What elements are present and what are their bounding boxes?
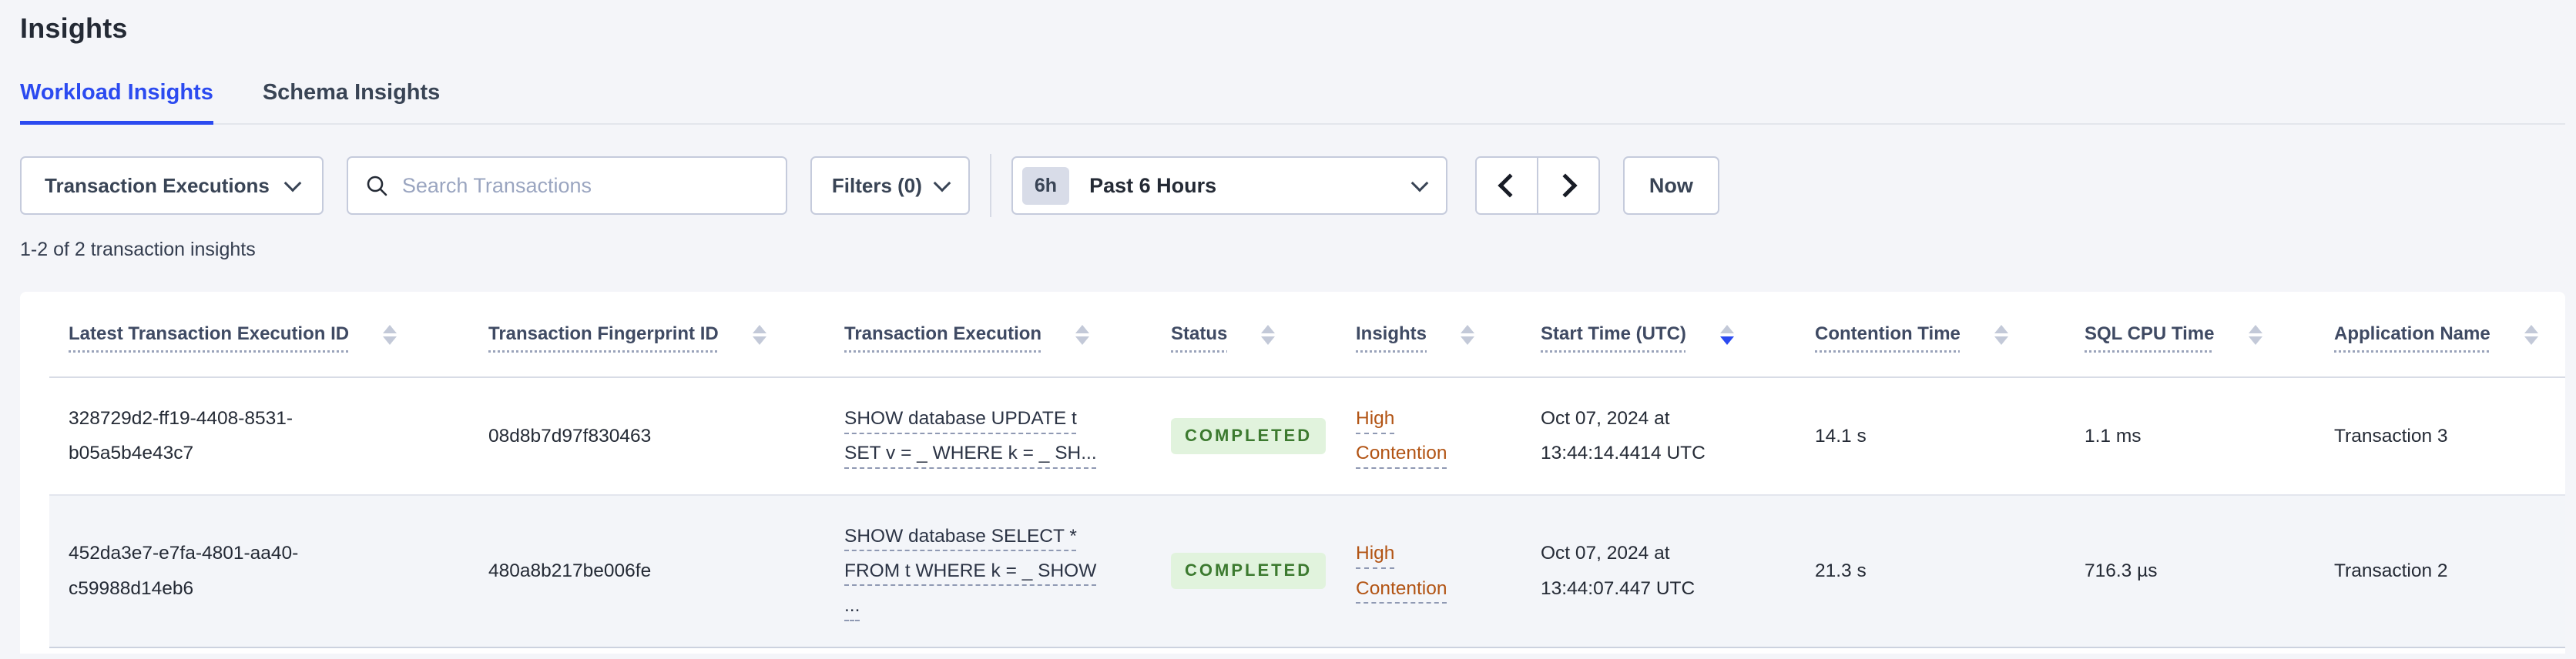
sort-icon[interactable] xyxy=(2524,324,2538,345)
start-time-cell: Oct 07, 2024 at 13:44:07.447 UTC xyxy=(1541,543,1696,599)
status-badge: COMPLETED xyxy=(1171,553,1327,589)
time-range-label: Past 6 Hours xyxy=(1089,173,1217,197)
page-title: Insights xyxy=(20,12,128,44)
column-header-transaction-fingerprint-id[interactable]: Transaction Fingerprint ID xyxy=(469,292,825,378)
time-range-picker[interactable]: 6h Past 6 Hours xyxy=(1011,156,1447,215)
tab-bar: Workload Insights Schema Insights xyxy=(20,80,2565,125)
sql-cpu-time-cell: 716.3 µs xyxy=(2085,560,2158,581)
sort-icon[interactable] xyxy=(1461,324,1475,345)
start-time-cell: Oct 07, 2024 at 13:44:14.4414 UTC xyxy=(1541,408,1706,464)
table-row: 328729d2-ff19-4408-8531-b05a5b4e43c7 08d… xyxy=(49,377,2565,495)
sort-icon[interactable] xyxy=(752,324,766,345)
chevron-down-icon xyxy=(1410,174,1429,192)
toolbar: Transaction Executions Filters (0) 6h Pa… xyxy=(20,154,2576,217)
time-range-badge: 6h xyxy=(1021,166,1070,205)
column-header-contention-time[interactable]: Contention Time xyxy=(1796,292,2065,378)
contention-time-cell: 21.3 s xyxy=(1815,560,1867,581)
sort-icon[interactable] xyxy=(1994,324,2008,345)
insights-table-card: Latest Transaction Execution ID Transact… xyxy=(20,292,2565,654)
previous-time-button[interactable] xyxy=(1476,158,1537,213)
column-header-start-time[interactable]: Start Time (UTC) xyxy=(1521,292,1796,378)
insight-high-contention-link[interactable]: High Contention xyxy=(1356,543,1447,599)
column-header-application-name[interactable]: Application Name xyxy=(2315,292,2565,378)
table-header-row: Latest Transaction Execution ID Transact… xyxy=(49,292,2565,378)
insight-high-contention-link[interactable]: High Contention xyxy=(1356,408,1447,464)
toolbar-divider xyxy=(989,154,991,217)
tab-workload-insights[interactable]: Workload Insights xyxy=(20,80,213,125)
column-header-sql-cpu-time[interactable]: SQL CPU Time xyxy=(2065,292,2315,378)
column-header-status[interactable]: Status xyxy=(1152,292,1337,378)
results-count: 1-2 of 2 transaction insights xyxy=(20,239,256,260)
transaction-execution-link[interactable]: SHOW database UPDATE t SET v = _ WHERE k… xyxy=(844,408,1097,464)
chevron-down-icon xyxy=(283,174,302,192)
execution-id-cell: 328729d2-ff19-4408-8531-b05a5b4e43c7 xyxy=(69,408,293,464)
sort-icon[interactable] xyxy=(2248,324,2262,345)
execution-type-label: Transaction Executions xyxy=(45,173,270,197)
execution-id-cell: 452da3e7-e7fa-4801-aa40-c59988d14eb6 xyxy=(69,543,299,599)
sort-icon[interactable] xyxy=(1261,324,1276,345)
transaction-execution-link[interactable]: SHOW database SELECT * FROM t WHERE k = … xyxy=(844,525,1097,617)
filters-label: Filters (0) xyxy=(831,173,922,197)
now-label: Now xyxy=(1649,173,1693,197)
sort-icon[interactable] xyxy=(1075,324,1090,345)
tab-schema-insights[interactable]: Schema Insights xyxy=(262,80,441,105)
contention-time-cell: 14.1 s xyxy=(1815,425,1867,447)
execution-type-select[interactable]: Transaction Executions xyxy=(20,156,324,215)
sql-cpu-time-cell: 1.1 ms xyxy=(2085,425,2142,447)
search-icon xyxy=(367,176,387,196)
filters-button[interactable]: Filters (0) xyxy=(810,156,970,215)
time-nav-group xyxy=(1474,156,1600,215)
chevron-down-icon xyxy=(933,174,951,192)
chevron-left-icon xyxy=(1498,173,1522,198)
status-badge: COMPLETED xyxy=(1171,418,1327,454)
application-name-cell: Transaction 3 xyxy=(2334,425,2448,447)
next-time-button[interactable] xyxy=(1536,158,1598,213)
chevron-right-icon xyxy=(1553,173,1578,198)
search-box[interactable] xyxy=(346,156,787,215)
fingerprint-id-cell: 480a8b217be006fe xyxy=(488,560,652,581)
sort-icon-active-desc[interactable] xyxy=(1719,324,1734,345)
application-name-cell: Transaction 2 xyxy=(2334,560,2448,581)
transaction-insights-table: Latest Transaction Execution ID Transact… xyxy=(49,292,2565,648)
now-button[interactable]: Now xyxy=(1622,156,1719,215)
sort-icon[interactable] xyxy=(383,324,397,345)
column-header-insights[interactable]: Insights xyxy=(1337,292,1521,378)
fingerprint-id-cell: 08d8b7d97f830463 xyxy=(488,425,652,447)
search-input[interactable] xyxy=(400,172,769,199)
column-header-latest-transaction-execution-id[interactable]: Latest Transaction Execution ID xyxy=(49,292,469,378)
column-header-transaction-execution[interactable]: Transaction Execution xyxy=(825,292,1152,378)
table-row: 452da3e7-e7fa-4801-aa40-c59988d14eb6 480… xyxy=(49,494,2565,647)
